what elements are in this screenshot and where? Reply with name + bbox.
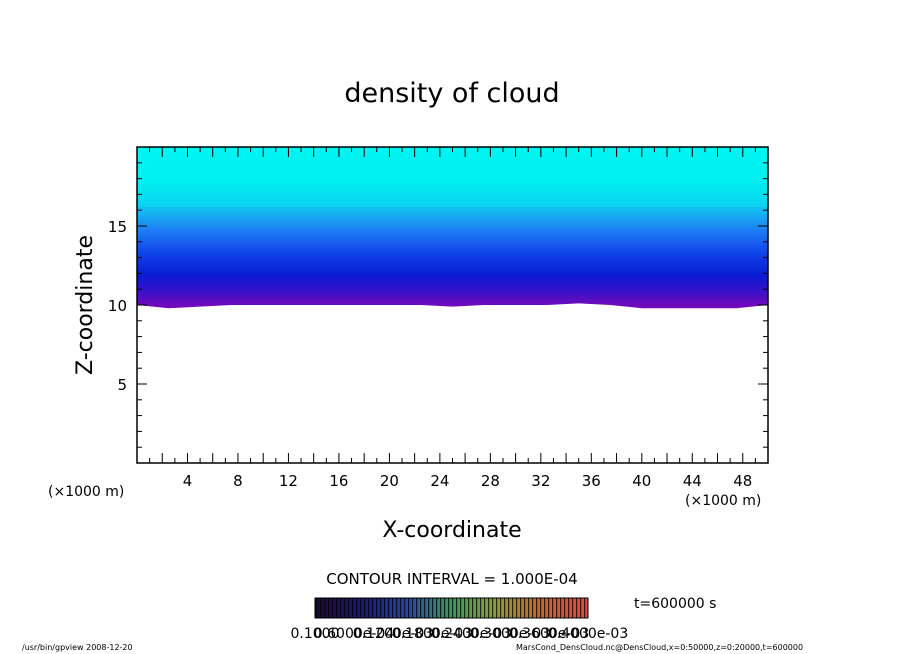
y-axis-label: Z-coordinate [73, 235, 98, 375]
cloud-top-shade [137, 147, 768, 207]
x-tick-label: 20 [380, 472, 399, 490]
x-tick-label: 28 [481, 472, 500, 490]
x-tick-label: 8 [233, 472, 243, 490]
y-tick-label: 15 [108, 218, 127, 236]
colorbar-tick-label: 0.6000e-04 [314, 626, 395, 642]
x-tick-label: 24 [430, 472, 449, 490]
colorbar-tick-label: 0.4000e-03 [548, 626, 628, 642]
y-axis: 5 10 15 [108, 162, 768, 448]
colorbar-tick-label: 0.1800e-03 [392, 626, 472, 642]
y-tick-label: 5 [117, 376, 127, 394]
colorbar-tick-label: 0.1000 [291, 626, 340, 642]
x-axis: 4 8 12 16 20 24 28 32 36 40 44 48 [149, 147, 756, 490]
x-tick-label: 16 [329, 472, 348, 490]
colorbar [314, 597, 589, 619]
x-axis-label: X-coordinate [382, 518, 521, 543]
cloud-region [137, 147, 768, 309]
x-tick-label: 48 [733, 472, 752, 490]
y-unit-label: (×1000 m) [48, 484, 124, 500]
colorbar-tick-label: 0.1200e-03 [353, 626, 433, 642]
colorbar-labels: 0.10000.6000e-040.1200e-030.1800e-030.24… [291, 626, 629, 642]
y-tick-label: 10 [108, 297, 127, 315]
x-tick-label: 44 [683, 472, 702, 490]
density-field [137, 147, 768, 309]
footer-right: MarsCond_DensCloud.nc@DensCloud,x=0:5000… [516, 643, 804, 652]
x-tick-label: 40 [632, 472, 651, 490]
footer-left: /usr/bin/gpview 2008-12-20 [22, 643, 133, 652]
x-tick-label: 36 [582, 472, 601, 490]
chart-title: density of cloud [344, 78, 559, 109]
contour-interval: CONTOUR INTERVAL = 1.000E-04 [326, 570, 577, 588]
colorbar-tick-label: 0.2400e-03 [431, 626, 511, 642]
x-tick-label: 32 [531, 472, 550, 490]
x-tick-label: 12 [279, 472, 298, 490]
x-tick-label: 4 [183, 472, 193, 490]
colorbar-tick-label: 0.3600e-03 [509, 626, 589, 642]
colorbar-tick-label: 0.3000e-03 [470, 626, 550, 642]
x-unit-label: (×1000 m) [685, 493, 761, 509]
time-label: t=600000 s [634, 596, 716, 612]
